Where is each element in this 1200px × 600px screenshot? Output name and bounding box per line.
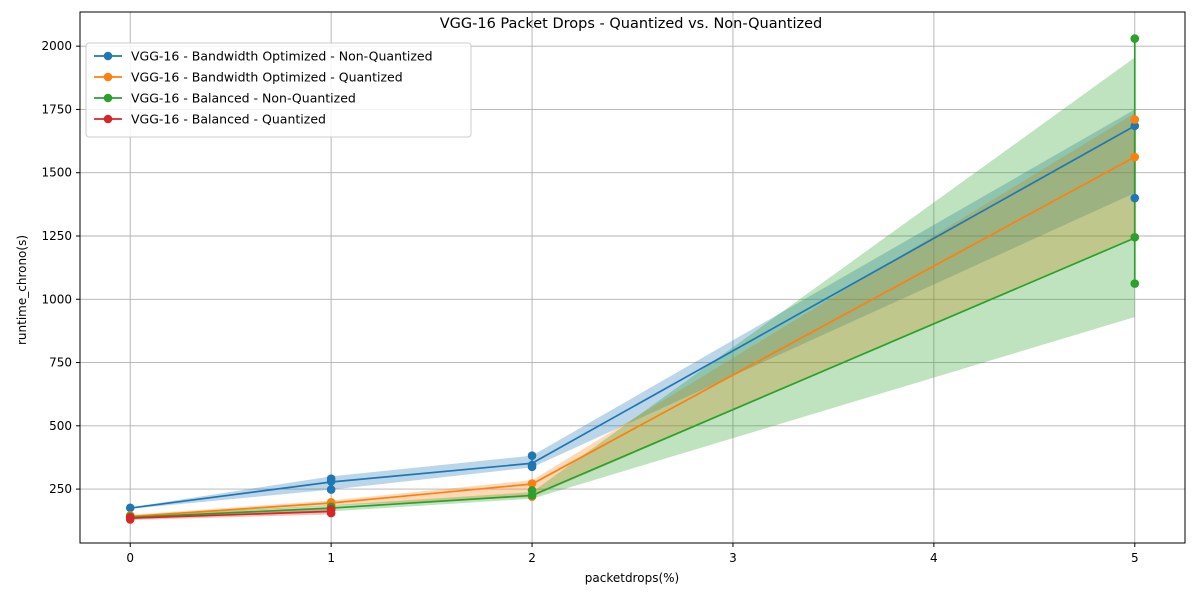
legend-marker (103, 114, 113, 124)
y-tick-label: 250 (49, 482, 72, 496)
series-line (130, 510, 332, 520)
chart-title: VGG-16 Packet Drops - Quantized vs. Non-… (440, 16, 823, 32)
legend: VGG-16 - Bandwidth Optimized - Non-Quant… (85, 42, 472, 138)
y-tick-label: 500 (49, 419, 72, 433)
y-axis-label: runtime_chrono(s) (15, 235, 29, 345)
series-line (130, 156, 1136, 518)
data-point (527, 486, 537, 495)
y-tick-label: 1500 (41, 166, 72, 180)
y-tick-label: 2000 (41, 39, 72, 53)
legend-marker (103, 51, 113, 61)
legend-label: VGG-16 - Bandwidth Optimized - Quantized (131, 70, 403, 85)
y-tick-label: 750 (49, 356, 72, 370)
data-point (1130, 121, 1140, 131)
x-tick-label: 0 (126, 551, 134, 565)
confidence-band (130, 57, 1135, 519)
legend-marker (103, 72, 113, 82)
data-point (1130, 152, 1140, 162)
data-point (326, 474, 336, 484)
x-tick-label: 3 (729, 551, 737, 565)
data-point (527, 479, 537, 488)
data-point (1130, 232, 1140, 242)
data-point (1130, 279, 1140, 288)
data-point (326, 485, 336, 494)
data-point (326, 505, 336, 514)
legend-label: VGG-16 - Bandwidth Optimized - Non-Quant… (131, 49, 433, 64)
series-line (130, 237, 1136, 519)
x-axis-label: packetdrops(%) (585, 571, 679, 585)
x-tick-label: 4 (930, 551, 938, 565)
data-point (1130, 115, 1140, 124)
legend-label: VGG-16 - Balanced - Non-Quantized (131, 91, 356, 106)
plot-frame (79, 11, 1186, 544)
x-tick-label: 5 (1131, 551, 1139, 565)
series-line (130, 125, 1136, 509)
data-point (1130, 193, 1140, 203)
legend-label: VGG-16 - Balanced - Quantized (131, 112, 326, 127)
x-tick-label: 2 (528, 551, 536, 565)
data-point (527, 460, 537, 470)
x-axis-ticks: 0 1 2 3 4 5 (126, 543, 1139, 565)
data-point (527, 451, 537, 460)
data-point (125, 513, 135, 522)
y-tick-label: 1000 (41, 292, 72, 306)
data-point (1130, 34, 1140, 43)
y-tick-label: 1750 (41, 102, 72, 116)
data-points (125, 34, 1140, 524)
legend-marker (103, 93, 113, 103)
y-axis-ticks: 250 500 750 1000 1250 1500 1750 2000 (41, 39, 80, 496)
confidence-band (130, 113, 1135, 518)
data-point (125, 503, 135, 513)
x-tick-label: 1 (327, 551, 335, 565)
legend-box (85, 42, 472, 138)
y-tick-label: 1250 (41, 229, 72, 243)
